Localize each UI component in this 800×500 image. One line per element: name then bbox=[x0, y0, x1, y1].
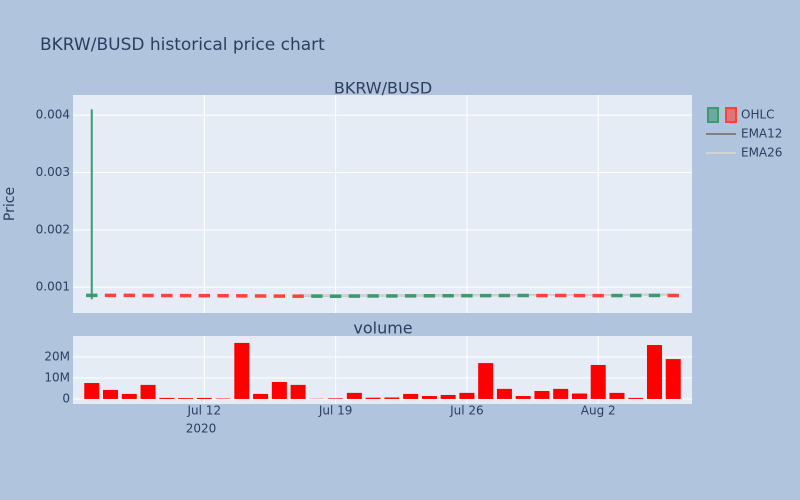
y2-tick-label: 0 bbox=[62, 391, 70, 405]
chart-title: BKRW/BUSD historical price chart bbox=[40, 35, 325, 55]
volume-bar bbox=[271, 381, 287, 399]
volume-bar bbox=[346, 392, 362, 399]
volume-bar bbox=[440, 394, 456, 399]
volume-bar bbox=[534, 390, 550, 399]
candle-body bbox=[86, 293, 98, 298]
volume-bar bbox=[178, 398, 194, 399]
legend-swatch bbox=[707, 107, 719, 123]
legend-swatch bbox=[725, 107, 737, 123]
volume-bar bbox=[121, 393, 137, 399]
candle-body bbox=[104, 293, 117, 298]
x-tick-label: Jul 26 bbox=[449, 404, 484, 418]
volume-bar bbox=[253, 393, 269, 399]
candle-body bbox=[536, 293, 548, 298]
candle-body bbox=[611, 293, 623, 298]
candle-body bbox=[292, 294, 304, 298]
volume-bar bbox=[628, 397, 644, 399]
y-tick-label: 0.001 bbox=[36, 280, 70, 294]
volume-subplot-title: volume bbox=[353, 319, 412, 338]
candle-body bbox=[386, 294, 398, 298]
candle-body bbox=[461, 293, 473, 298]
candle-body bbox=[348, 294, 361, 298]
volume-bar bbox=[365, 397, 381, 399]
candle-body bbox=[142, 293, 154, 298]
volume-bar bbox=[84, 383, 100, 399]
candle-body bbox=[254, 294, 267, 298]
y2-tick-label: 10M bbox=[44, 370, 70, 384]
x-tick-label: Jul 12 bbox=[187, 404, 222, 418]
volume-bar bbox=[496, 388, 512, 399]
candle-body bbox=[179, 293, 192, 298]
candle-body bbox=[630, 293, 642, 298]
x-axis-year: 2020 bbox=[186, 422, 217, 436]
candle-body bbox=[592, 293, 604, 298]
y2-tick-label: 20M bbox=[44, 349, 70, 363]
volume-bar bbox=[290, 384, 306, 399]
candle-body bbox=[273, 294, 286, 298]
volume-bar bbox=[140, 384, 156, 399]
volume-bar bbox=[515, 396, 531, 399]
volume-bar bbox=[103, 389, 119, 399]
volume-bar bbox=[590, 364, 606, 399]
candle-body bbox=[123, 293, 135, 298]
volume-bar bbox=[328, 398, 344, 399]
volume-bar bbox=[646, 345, 662, 399]
candle-body bbox=[198, 293, 210, 298]
volume-bar bbox=[421, 396, 437, 399]
legend-label: EMA12 bbox=[741, 127, 782, 141]
candle-body bbox=[404, 294, 417, 298]
volume-bar bbox=[384, 397, 400, 399]
candle-body bbox=[236, 294, 248, 298]
y-tick-label: 0.003 bbox=[36, 165, 70, 179]
volume-bar bbox=[609, 392, 625, 399]
candle-body bbox=[517, 293, 529, 298]
volume-bar bbox=[553, 388, 569, 399]
x-tick-label: Aug 2 bbox=[581, 404, 616, 418]
candle-body bbox=[367, 294, 379, 298]
volume-bar bbox=[159, 397, 175, 399]
candle-body bbox=[667, 293, 679, 298]
volume-bar bbox=[478, 363, 494, 399]
volume-bar bbox=[459, 392, 475, 399]
price-subplot-title: BKRW/BUSD bbox=[334, 79, 432, 98]
volume-bar bbox=[665, 359, 681, 399]
volume-bar bbox=[196, 397, 212, 399]
candle-body bbox=[442, 293, 454, 298]
candle-body bbox=[555, 293, 567, 298]
price-plot-area bbox=[73, 95, 692, 313]
legend-label: EMA26 bbox=[741, 146, 782, 160]
candle-body bbox=[161, 293, 173, 298]
y-axis-label: Price bbox=[2, 187, 18, 221]
volume-bar bbox=[234, 342, 250, 399]
candle-body bbox=[311, 294, 323, 298]
candle-body bbox=[479, 293, 492, 298]
volume-plot-area bbox=[73, 336, 692, 404]
y-tick-label: 0.002 bbox=[36, 222, 70, 236]
y-tick-label: 0.004 bbox=[36, 108, 70, 122]
candle-body bbox=[573, 293, 586, 298]
x-tick-label: Jul 19 bbox=[318, 404, 353, 418]
candle-body bbox=[648, 293, 661, 298]
candle-body bbox=[498, 293, 511, 298]
volume-bar bbox=[571, 393, 587, 399]
candle-body bbox=[217, 293, 229, 298]
candle-body bbox=[329, 294, 342, 299]
candle-body bbox=[423, 294, 436, 298]
legend-label: OHLC bbox=[741, 108, 775, 122]
volume-bar bbox=[403, 393, 419, 399]
